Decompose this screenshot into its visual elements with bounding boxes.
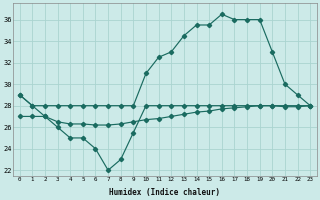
X-axis label: Humidex (Indice chaleur): Humidex (Indice chaleur)	[109, 188, 220, 197]
